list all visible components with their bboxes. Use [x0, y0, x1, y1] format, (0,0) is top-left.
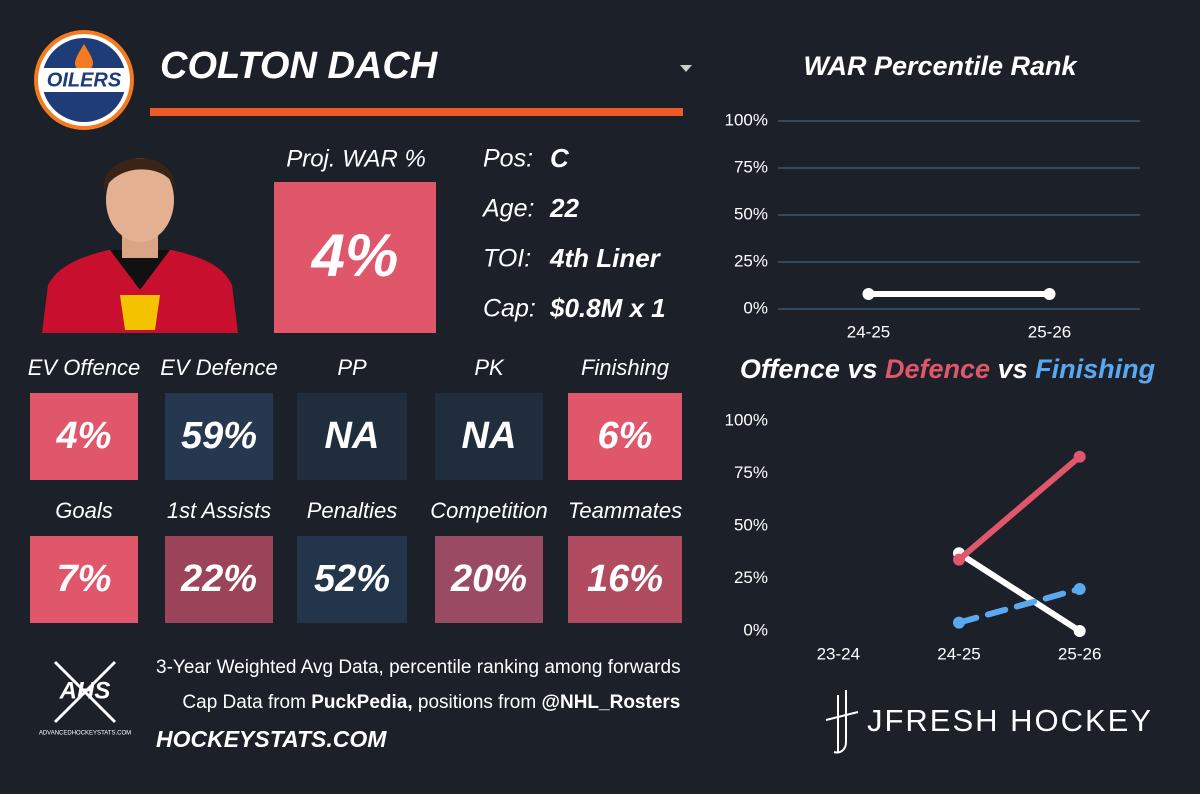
y-tick-label: 75% [734, 157, 768, 176]
tile [30, 393, 138, 480]
info-value: C [550, 143, 570, 173]
team-logo: OILERS [34, 30, 134, 130]
tile-label: EV Defence [160, 355, 277, 380]
tile [435, 536, 543, 623]
proj-war-tile [274, 182, 436, 333]
series-line [956, 586, 1083, 626]
tile [568, 393, 682, 480]
footer-link[interactable]: @NHL_Rosters [541, 692, 680, 713]
data-point [862, 287, 875, 300]
dropdown-arrow[interactable] [680, 65, 692, 72]
name-underline [150, 108, 683, 116]
tile-value: 6% [598, 415, 653, 457]
info-value: 22 [549, 193, 579, 223]
proj-war-label: Proj. WAR % [286, 145, 426, 172]
site[interactable]: HOCKEYSTATS.COM [156, 726, 387, 752]
data-point [953, 553, 965, 566]
series-line [956, 550, 1083, 634]
player-photo [42, 148, 238, 333]
tile-value: 16% [587, 558, 663, 600]
ahs-caption: ADVANCEDHOCKEYSTATS.COM [39, 731, 131, 737]
data-point [1073, 625, 1086, 637]
tile-label: PP [337, 355, 367, 380]
tile [568, 536, 682, 623]
y-tick-label: 100% [725, 410, 768, 429]
brand: JFRESH HOCKEY [867, 703, 1153, 738]
footer-text: Cap Data from [182, 692, 311, 713]
chart-title: WAR Percentile Rank [803, 51, 1078, 81]
tile-value: 7% [57, 558, 112, 600]
x-tick-label: 23-24 [817, 644, 860, 663]
tile-value: NA [462, 415, 517, 457]
y-tick-label: 25% [734, 568, 768, 587]
title-part: Offence [740, 354, 840, 384]
series-line [956, 453, 1083, 563]
tile [297, 393, 407, 480]
data-point [1043, 287, 1056, 300]
chart-title: Offence vs Defence vs Finishing [702, 354, 1177, 384]
tile-label: EV Offence [28, 355, 141, 380]
title-part: vs [847, 354, 877, 384]
tile-label: Penalties [307, 498, 398, 523]
y-tick-label: 50% [734, 204, 768, 223]
tile [30, 536, 138, 623]
tile-value: 4% [56, 415, 112, 457]
info-value: $0.8M x 1 [549, 293, 666, 323]
tile-label: PK [474, 355, 505, 380]
tile-label: Competition [430, 498, 547, 523]
ahs-logo [53, 660, 117, 724]
tile-label: 1st Assists [167, 498, 271, 523]
x-tick-label: 24-25 [847, 322, 890, 341]
footer-line1: 3-Year Weighted Avg Data, percentile ran… [156, 657, 681, 678]
x-tick-label: 25-26 [1028, 322, 1071, 341]
y-tick-label: 75% [734, 463, 768, 482]
tile-value: 59% [181, 415, 257, 457]
x-tick-label: 25-26 [1058, 644, 1101, 663]
data-point [1073, 450, 1086, 463]
tile-value: 20% [450, 558, 527, 600]
tile-label: Goals [55, 498, 112, 523]
tile-value: 22% [180, 558, 257, 600]
y-tick-label: 50% [734, 515, 768, 534]
tile-value: NA [325, 415, 380, 457]
data-point [1073, 583, 1086, 595]
tile [165, 536, 273, 623]
tile [297, 536, 407, 623]
title-part: Finishing [1035, 354, 1155, 384]
info-label: Pos: [483, 145, 533, 173]
y-tick-label: 0% [743, 298, 768, 317]
info-label: Age: [481, 195, 534, 223]
tile-label: Teammates [568, 498, 682, 523]
tile [435, 393, 543, 480]
info-label: TOI: [483, 245, 531, 273]
logo-text: OILERS [47, 69, 122, 91]
info-label: Cap: [483, 295, 536, 323]
y-tick-label: 0% [743, 620, 768, 639]
title-part: Defence [885, 354, 990, 384]
x-tick-label: 24-25 [937, 644, 980, 663]
footer-text: positions from [413, 692, 542, 713]
tile-value: 52% [314, 558, 390, 600]
brand-mark [825, 690, 859, 754]
footer-line2: Cap Data from PuckPedia, positions from … [156, 692, 696, 713]
data-point [953, 616, 965, 629]
ahs-text: AHS [59, 677, 111, 704]
title-part: vs [998, 354, 1028, 384]
tile-label: Finishing [581, 355, 670, 380]
info-value: 4th Liner [549, 243, 662, 273]
proj-war-value: 4% [311, 222, 399, 289]
tile [165, 393, 273, 480]
y-tick-label: 25% [734, 251, 768, 270]
y-tick-label: 100% [725, 110, 768, 129]
player-name: COLTON DACH [160, 45, 439, 87]
footer-link[interactable]: PuckPedia, [311, 692, 412, 713]
